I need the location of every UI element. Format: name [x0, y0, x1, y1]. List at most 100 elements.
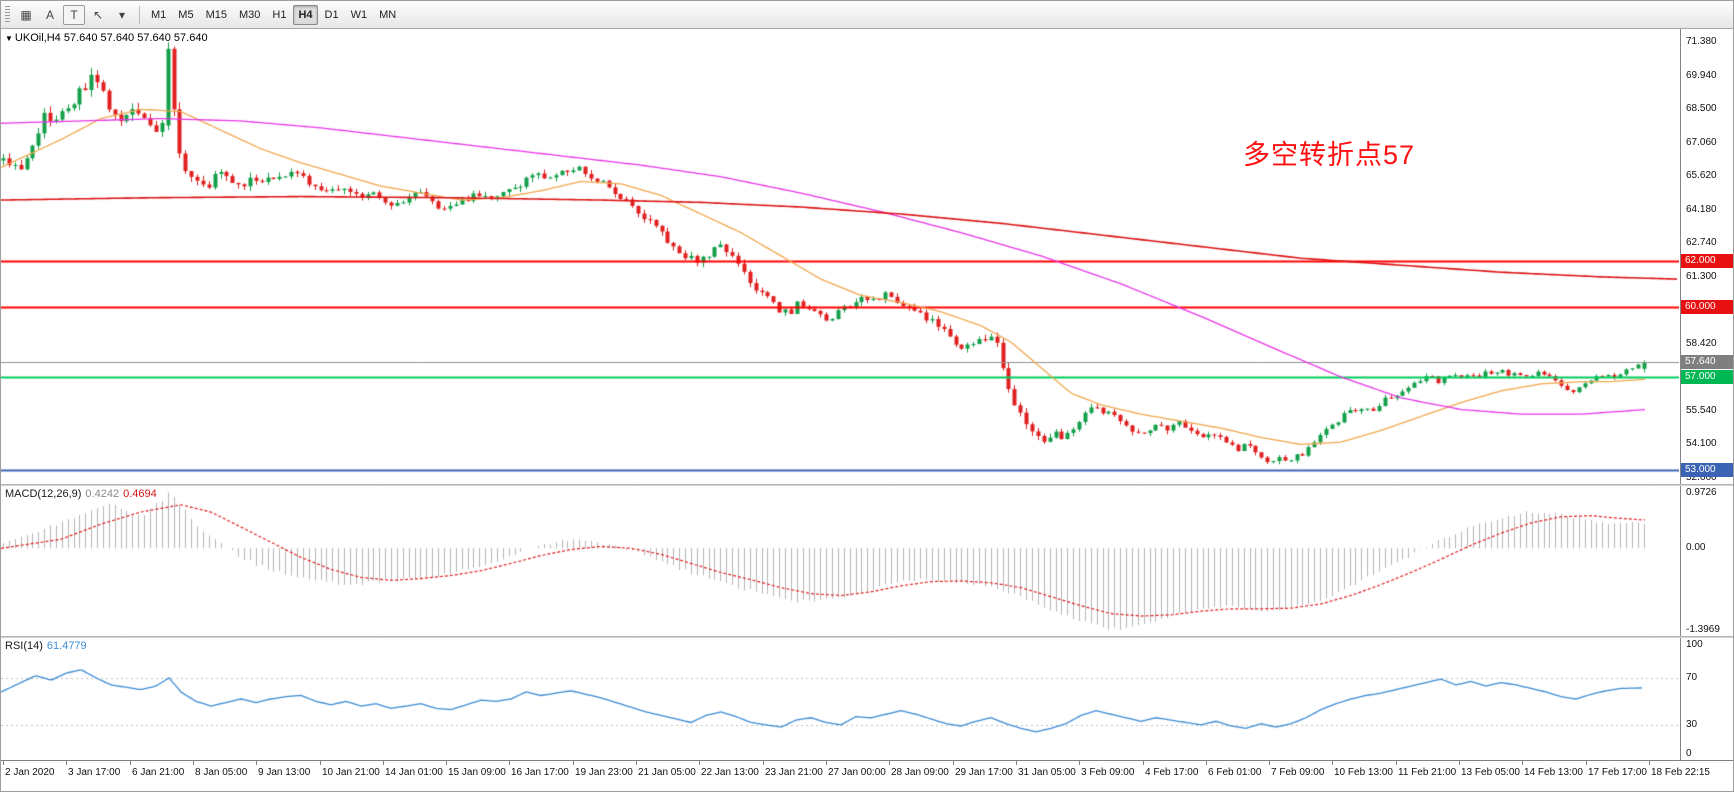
price-axis-label: 69.940 — [1686, 69, 1717, 81]
rsi-canvas[interactable] — [1, 638, 1679, 760]
ohlc-values: 57.640 57.640 57.640 57.640 — [63, 32, 208, 44]
rsi-axis-label: 70 — [1686, 671, 1698, 683]
timeframe-button-group: M1 M5 M15 M30 H1 H4 D1 W1 MN — [145, 4, 402, 25]
time-axis-tick — [1016, 761, 1017, 765]
time-axis-tick — [1079, 761, 1080, 765]
toolbar-gripper[interactable] — [5, 5, 10, 24]
timeframe-m30-button[interactable]: M30 — [238, 8, 261, 21]
grid-icon[interactable]: ▦ — [20, 7, 32, 22]
price-axis-label: 52.660 — [1686, 471, 1717, 483]
time-axis-label: 14 Feb 13:00 — [1524, 767, 1583, 778]
macd-panel[interactable]: 0.9726 0.00 -1.3969 MACD(12,26,9) 0.4242 0.4… — [1, 486, 1733, 636]
price-line-badge: 57.000 — [1681, 369, 1733, 384]
price-axis-label: 71.380 — [1686, 36, 1717, 48]
time-axis-tick — [1269, 761, 1270, 765]
time-axis-label: 9 Jan 13:00 — [258, 767, 311, 778]
time-axis-label: 6 Jan 21:00 — [132, 767, 185, 778]
macd-label: MACD(12,26,9) 0.4242 0.4694 — [5, 488, 157, 500]
price-axis-label: 55.540 — [1686, 404, 1717, 416]
timeframe-w1-button[interactable]: W1 — [350, 8, 368, 21]
price-axis-label: 68.500 — [1686, 103, 1717, 115]
time-axis-label: 8 Jan 05:00 — [195, 767, 248, 778]
time-axis-tick — [193, 761, 194, 765]
timeframe-mn-button[interactable]: MN — [379, 8, 397, 21]
macd-axis-label: -1.3969 — [1686, 624, 1720, 635]
time-axis-label: 19 Jan 23:00 — [575, 767, 633, 778]
time-axis-tick — [1143, 761, 1144, 765]
price-axis-label: 67.060 — [1686, 136, 1717, 148]
time-axis-tick — [636, 761, 637, 765]
time-axis-label: 29 Jan 17:00 — [955, 767, 1013, 778]
time-axis-label: 3 Feb 09:00 — [1081, 767, 1135, 778]
time-axis-tick — [383, 761, 384, 765]
cursor-tool-icon[interactable]: ↖ — [92, 7, 104, 22]
timeframe-m5-button[interactable]: M5 — [178, 8, 194, 21]
letter-a-button[interactable]: A — [45, 7, 54, 22]
time-axis-label: 16 Jan 17:00 — [511, 767, 569, 778]
panel-divider[interactable] — [1, 636, 1733, 638]
timeframe-m1-button[interactable]: M1 — [151, 8, 167, 21]
time-axis-tick — [3, 761, 4, 765]
time-axis[interactable]: 2 Jan 2020 3 Jan 17:00 6 Jan 21:00 8 Jan 05… — [1, 760, 1733, 791]
symbol-name: UKOil,H4 — [14, 32, 61, 44]
price-line-badge: 57.640 — [1681, 355, 1733, 370]
text-tool-button[interactable]: T — [63, 4, 85, 25]
macd-signal-value: 0.4694 — [123, 488, 157, 500]
time-axis-tick — [446, 761, 447, 765]
timeframe-m15-button[interactable]: M15 — [205, 8, 227, 21]
price-axis-label: 65.620 — [1686, 170, 1717, 182]
price-line-badge: 60.000 — [1681, 300, 1733, 315]
time-axis-label: 10 Jan 21:00 — [322, 767, 380, 778]
time-axis-label: 23 Jan 21:00 — [765, 767, 823, 778]
time-axis-label: 7 Feb 09:00 — [1271, 767, 1325, 778]
macd-axis-label: 0.00 — [1686, 542, 1706, 554]
time-axis-tick — [66, 761, 67, 765]
time-axis-tick — [1586, 761, 1587, 765]
time-axis-tick — [256, 761, 257, 765]
triangle-icon[interactable]: ▼ — [5, 34, 13, 43]
time-axis-tick — [1649, 761, 1650, 765]
macd-axis: 0.9726 0.00 -1.3969 — [1680, 486, 1733, 636]
macd-name: MACD(12,26,9) — [5, 488, 82, 500]
time-axis-tick — [953, 761, 954, 765]
time-axis-tick — [1396, 761, 1397, 765]
time-axis-label: 11 Feb 21:00 — [1398, 767, 1457, 778]
time-axis-label: 22 Jan 13:00 — [701, 767, 759, 778]
time-axis-tick — [130, 761, 131, 765]
rsi-name: RSI(14) — [5, 640, 43, 652]
price-axis-label: 61.300 — [1686, 270, 1717, 282]
time-axis-label: 3 Jan 17:00 — [68, 767, 121, 778]
dropdown-arrow-icon[interactable]: ▾ — [118, 7, 126, 22]
price-chart-canvas[interactable] — [1, 29, 1679, 484]
price-axis-label: 64.180 — [1686, 203, 1717, 215]
time-axis-label: 4 Feb 17:00 — [1145, 767, 1199, 778]
price-line-badge: 53.000 — [1681, 463, 1733, 478]
macd-main-value: 0.4242 — [85, 488, 120, 500]
rsi-panel[interactable]: 100 70 30 0 RSI(14) 61.4779 — [1, 638, 1733, 760]
rsi-label: RSI(14) 61.4779 — [5, 640, 87, 652]
panel-divider[interactable] — [1, 484, 1733, 486]
time-axis-label: 15 Jan 09:00 — [448, 767, 506, 778]
time-axis-label: 10 Feb 13:00 — [1334, 767, 1393, 778]
time-axis-tick — [1206, 761, 1207, 765]
time-axis-tick — [509, 761, 510, 765]
time-axis-label: 6 Feb 01:00 — [1208, 767, 1262, 778]
macd-canvas[interactable] — [1, 486, 1679, 636]
chart-symbol-label: ▼ UKOil,H4 57.640 57.640 57.640 57.640 — [5, 32, 208, 44]
price-line-badge: 62.000 — [1681, 253, 1733, 268]
rsi-value: 61.4779 — [46, 640, 87, 652]
price-chart-panel[interactable]: 71.380 69.940 68.500 67.060 65.620 64.180 62.7… — [1, 29, 1733, 484]
toolbar-separator — [139, 5, 140, 24]
toolbar-icon-group: ▦ A T ↖ ▾ — [14, 4, 134, 25]
time-axis-tick — [826, 761, 827, 765]
rsi-axis: 100 70 30 0 — [1680, 638, 1733, 760]
price-axis-label: 62.740 — [1686, 237, 1717, 249]
time-axis-label: 2 Jan 2020 — [5, 767, 55, 778]
timeframe-h1-button[interactable]: H1 — [272, 8, 287, 21]
time-axis-tick — [763, 761, 764, 765]
timeframe-h4-button[interactable]: H4 — [293, 4, 318, 25]
time-axis-tick — [1332, 761, 1333, 765]
price-axis-label: 54.100 — [1686, 438, 1717, 450]
timeframe-d1-button[interactable]: D1 — [324, 8, 339, 21]
